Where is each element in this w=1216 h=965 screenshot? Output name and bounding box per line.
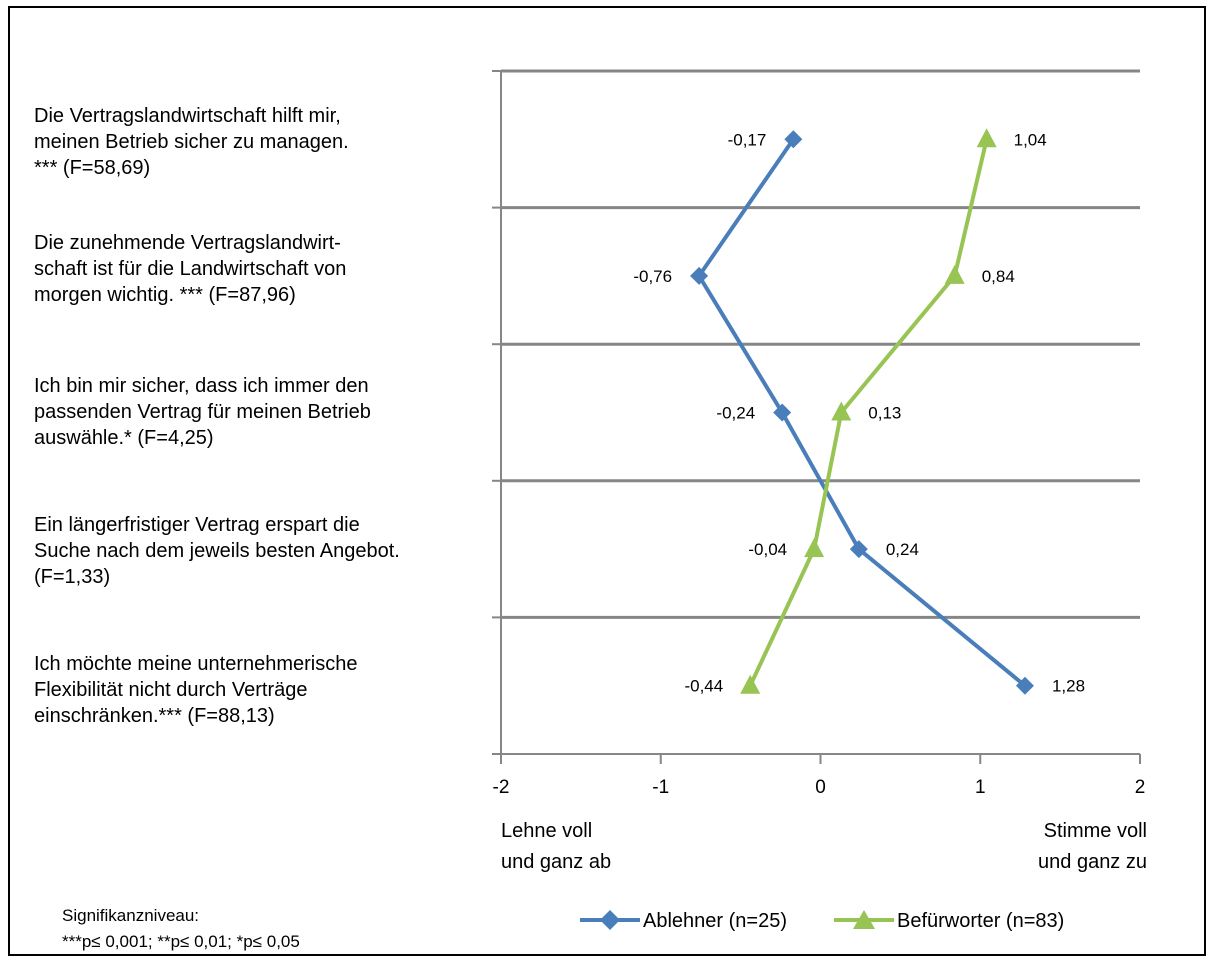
legend: Ablehner (n=25) Befürworter (n=83) xyxy=(580,910,1064,932)
point-befuerworter-3 xyxy=(831,401,852,421)
x-tick-label-2: -1 xyxy=(652,777,669,798)
data-label-ablehner-1: -0,17 xyxy=(728,130,767,149)
x-tick-label-4: 1 xyxy=(975,777,986,798)
legend-label-ablehner: Ablehner (n=25) xyxy=(643,910,787,932)
footnote-line-2: ***p≤ 0,001; **p≤ 0,01; *p≤ 0,05 xyxy=(62,932,300,951)
x-end-label-left-2: und ganz ab xyxy=(501,851,611,873)
grid-lines xyxy=(492,69,1140,755)
point-befuerworter-2 xyxy=(944,264,965,284)
legend-marker-ablehner xyxy=(600,910,620,930)
axes xyxy=(500,71,1141,764)
point-ablehner-2 xyxy=(690,266,709,285)
legend-label-befuerworter: Befürworter (n=83) xyxy=(897,910,1064,932)
significance-footnote: Signifikanzniveau: ***p≤ 0,001; **p≤ 0,0… xyxy=(62,903,300,955)
point-ablehner-1 xyxy=(784,130,803,149)
point-befuerworter-1 xyxy=(976,128,997,148)
data-label-befuerworter-5: -0,44 xyxy=(684,677,723,696)
x-end-label-right-1: Stimme voll xyxy=(1044,820,1147,842)
x-end-label-right-2: und ganz zu xyxy=(1038,851,1147,873)
category-label-5: Ich möchte meine unternehmerische Flexib… xyxy=(34,653,358,727)
data-label-befuerworter-2: 0,84 xyxy=(982,267,1015,286)
point-ablehner-3 xyxy=(773,403,792,422)
point-befuerworter-4 xyxy=(804,538,825,558)
data-label-ablehner-4: 0,24 xyxy=(886,540,919,559)
data-label-ablehner-2: -0,76 xyxy=(633,267,672,286)
x-tick-labels: -2 -1 0 1 2 xyxy=(493,777,1146,798)
data-label-ablehner-3: -0,24 xyxy=(716,404,755,423)
x-tick-label-5: 2 xyxy=(1135,777,1146,798)
series-group: -0,17 -0,76 -0,24 0,24 1,28 1,04 0,84 0,13 -0,04… xyxy=(633,128,1085,696)
x-tick-label-1: -2 xyxy=(493,777,510,798)
point-ablehner-4 xyxy=(849,540,868,559)
data-label-ablehner-5: 1,28 xyxy=(1052,677,1085,696)
category-label-4: Ein längerfristiger Vertrag erspart die … xyxy=(34,514,400,588)
category-label-1: Die Vertragslandwirtschaft hilft mir, me… xyxy=(34,105,349,179)
point-ablehner-5 xyxy=(1015,676,1034,695)
data-label-befuerworter-4: -0,04 xyxy=(748,540,787,559)
category-label-3: Ich bin mir sicher, dass ich immer den p… xyxy=(34,375,371,449)
data-label-befuerworter-3: 0,13 xyxy=(868,404,901,423)
x-end-label-left-1: Lehne voll xyxy=(501,820,592,842)
footnote-line-1: Signifikanzniveau: xyxy=(62,906,200,925)
legend-marker-befuerworter xyxy=(853,910,875,929)
x-tick-label-3: 0 xyxy=(815,777,826,798)
data-label-befuerworter-1: 1,04 xyxy=(1014,130,1047,149)
category-label-2: Die zunehmende Vertragslandwirt- schaft … xyxy=(34,232,347,306)
point-befuerworter-5 xyxy=(740,674,761,694)
